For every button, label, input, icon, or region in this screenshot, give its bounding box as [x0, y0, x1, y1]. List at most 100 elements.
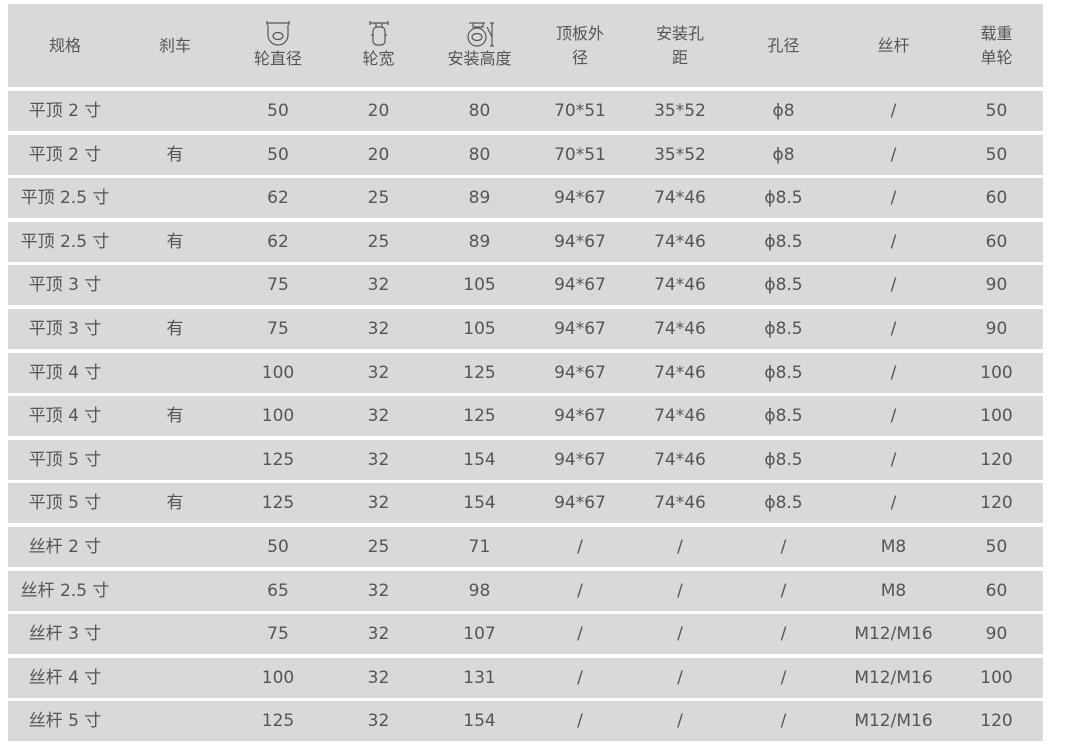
- table-row: 平顶 4 寸 100 32 125 94*67 74*46 ϕ8.5 / 100: [8, 352, 1043, 393]
- table-cell: 90: [985, 275, 1008, 296]
- table-cell: 平顶 3 寸: [28, 275, 102, 296]
- table-cell: /: [577, 536, 583, 557]
- header-row: 规格 刹车 轮直径 轮宽 安装高度 顶板外 径 安装孔 距 孔径 丝杆 载重 单轮: [8, 4, 1043, 87]
- header-label: 孔径: [767, 35, 800, 55]
- table-cell: 65: [267, 580, 289, 601]
- table-cell: /: [577, 667, 583, 688]
- table-cell: 89: [468, 231, 491, 252]
- table-cell: 94*67: [554, 275, 606, 296]
- table-cell: 20: [367, 144, 390, 165]
- header-cell: 规格: [8, 34, 122, 58]
- table-row: 平顶 2 寸 有 50 20 80 70*51 35*52 ϕ8 / 50: [8, 134, 1043, 175]
- table-cell: /: [890, 362, 897, 383]
- table-cell: /: [890, 144, 897, 165]
- table-cell: ϕ8: [772, 144, 795, 165]
- table-cell: 32: [367, 580, 390, 601]
- table-cell: 平顶 2.5 寸: [20, 188, 110, 209]
- caster-spec-table: 规格 刹车 轮直径 轮宽 安装高度 顶板外 径 安装孔 距 孔径 丝杆 载重 单轮 平顶 2 寸 50…: [8, 4, 1043, 745]
- table-row: 丝杆 5 寸 125 32 154 / / / M12/M16 120: [8, 701, 1043, 742]
- table-cell: /: [677, 624, 683, 645]
- table-row: 平顶 2 寸 50 20 80 70*51 35*52 ϕ8 / 50: [8, 91, 1043, 131]
- table-cell: 32: [367, 493, 390, 514]
- header-label: 轮宽: [362, 48, 395, 68]
- header-cell: 刹车: [122, 34, 228, 58]
- table-cell: 50: [985, 144, 1008, 165]
- table-cell: 90: [985, 624, 1008, 645]
- table-cell: 32: [367, 406, 390, 427]
- table-cell: ϕ8.5: [764, 275, 803, 296]
- header-cell: 轮宽: [328, 20, 429, 71]
- header-label: 轮直径: [253, 48, 302, 68]
- wheel-width-icon: [328, 20, 429, 47]
- table-cell: ϕ8.5: [764, 188, 803, 209]
- table-cell: 50: [985, 536, 1008, 557]
- table-cell: /: [780, 624, 787, 645]
- table-row: 平顶 3 寸 有 75 32 105 94*67 74*46 ϕ8.5 / 90: [8, 308, 1043, 349]
- table-cell: ϕ8.5: [764, 449, 803, 470]
- table-cell: 71: [468, 536, 491, 557]
- table-cell: 125: [463, 406, 496, 427]
- header-label: 刹车: [158, 35, 191, 55]
- table-cell: /: [677, 580, 683, 601]
- table-cell: /: [577, 624, 583, 645]
- table-cell: 100: [980, 362, 1013, 383]
- table-cell: 有: [166, 144, 184, 165]
- table-cell: 105: [463, 275, 496, 296]
- wheel-diameter-icon: [228, 20, 328, 47]
- table-cell: /: [890, 231, 897, 252]
- table-cell: /: [890, 318, 897, 339]
- table-cell: M8: [880, 536, 907, 557]
- table-cell: 丝杆 2 寸: [28, 536, 102, 557]
- table-cell: 74*46: [654, 449, 706, 470]
- table-cell: 120: [980, 449, 1013, 470]
- table-cell: 94*67: [554, 318, 606, 339]
- table-cell: ϕ8.5: [764, 406, 803, 427]
- table-cell: M8: [880, 580, 907, 601]
- table-cell: 154: [463, 711, 496, 732]
- table-cell: 丝杆 3 寸: [28, 624, 102, 645]
- table-cell: 50: [267, 536, 289, 557]
- table-cell: 94*67: [554, 449, 606, 470]
- table-row: 平顶 2.5 寸 有 62 25 89 94*67 74*46 ϕ8.5 / 60: [8, 221, 1043, 262]
- table-cell: 32: [367, 667, 390, 688]
- table-cell: /: [780, 667, 787, 688]
- table-cell: 25: [367, 231, 390, 252]
- table-cell: 80: [468, 101, 491, 121]
- table-cell: 100: [261, 667, 295, 688]
- table-cell: 100: [980, 667, 1013, 688]
- table-cell: 125: [261, 711, 295, 732]
- table-row: 平顶 5 寸 125 32 154 94*67 74*46 ϕ8.5 / 120: [8, 439, 1043, 480]
- table-cell: 120: [980, 711, 1013, 732]
- table-cell: ϕ8.5: [764, 362, 803, 383]
- table-cell: 94*67: [554, 406, 606, 427]
- table-cell: 32: [367, 275, 390, 296]
- header-cell: 丝杆: [837, 34, 950, 58]
- table-cell: 有: [166, 406, 184, 427]
- table-row: 丝杆 2.5 寸 65 32 98 / / / M8 60: [8, 570, 1043, 611]
- table-cell: /: [577, 711, 583, 732]
- header-cell: 顶板外 径: [530, 22, 630, 70]
- table-cell: 75: [267, 275, 289, 296]
- table-row: 平顶 2.5 寸 62 25 89 94*67 74*46 ϕ8.5 / 60: [8, 178, 1043, 219]
- header-cell: 孔径: [730, 34, 837, 58]
- table-cell: 74*46: [654, 318, 706, 339]
- table-cell: M12/M16: [854, 667, 933, 688]
- table-cell: 98: [468, 580, 491, 601]
- table-cell: 125: [261, 449, 295, 470]
- table-cell: 131: [463, 667, 496, 688]
- table-row: 平顶 4 寸 有 100 32 125 94*67 74*46 ϕ8.5 / 100: [8, 396, 1043, 437]
- table-row: 平顶 3 寸 75 32 105 94*67 74*46 ϕ8.5 / 90: [8, 265, 1043, 306]
- table-cell: /: [890, 275, 897, 296]
- table-cell: /: [890, 493, 897, 514]
- header-label: 安装高度: [447, 48, 512, 68]
- table-cell: 100: [261, 406, 295, 427]
- table-cell: 94*67: [554, 493, 606, 514]
- table-cell: ϕ8.5: [764, 318, 803, 339]
- table-cell: 平顶 2 寸: [28, 144, 102, 165]
- table-cell: 70*51: [554, 101, 606, 121]
- table-cell: 89: [468, 188, 491, 209]
- table-cell: 74*46: [654, 406, 706, 427]
- table-cell: 105: [463, 318, 496, 339]
- mounting-height-icon: [429, 21, 530, 47]
- table-cell: /: [577, 580, 583, 601]
